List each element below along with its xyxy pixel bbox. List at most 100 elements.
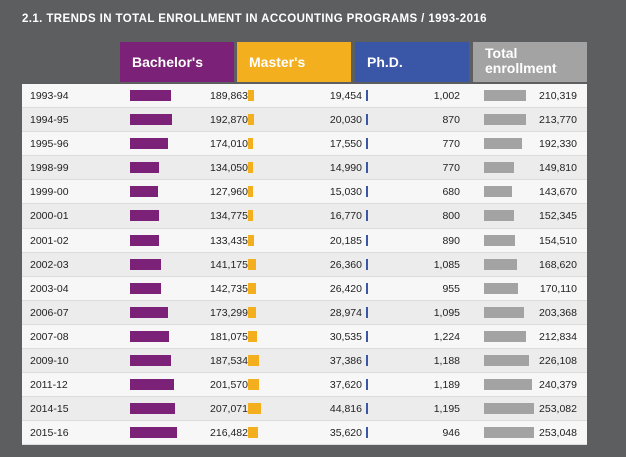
bachelors-bar: [130, 330, 170, 342]
total-value: 143,670: [539, 186, 577, 199]
bachelors-value: 216,482: [210, 427, 248, 440]
phd-value: 955: [442, 282, 460, 295]
table-row: 2014-15 207,071 44,816 1,195 253,082: [22, 397, 587, 422]
bachelors-bar: [130, 258, 161, 270]
phd-value: 1,189: [433, 379, 460, 392]
total-bar: [484, 162, 514, 174]
table-row: 1995-96 174,010 17,550 770 192,330: [22, 132, 587, 157]
phd-value: 870: [442, 114, 460, 127]
year-label: 2006-07: [30, 306, 69, 319]
phd-bar: [366, 162, 368, 174]
total-bar: [484, 282, 518, 294]
total-bar: [484, 210, 515, 222]
bachelors-bar: [130, 355, 171, 367]
masters-bar: [248, 162, 253, 174]
total-value: 253,048: [539, 427, 577, 440]
phd-value: 770: [442, 162, 460, 175]
table-row: 2007-08 181,075 30,535 1,224 212,834: [22, 325, 587, 350]
total-value: 154,510: [539, 234, 577, 247]
table-row: 1993-94 189,863 19,454 1,002 210,319: [22, 84, 587, 109]
bachelors-bar: [130, 282, 161, 294]
year-label: 2003-04: [30, 282, 69, 295]
bachelors-value: 181,075: [210, 330, 248, 343]
phd-bar: [366, 234, 368, 246]
year-label: 2001-02: [30, 234, 69, 247]
header-bachelors: Bachelor's: [120, 42, 234, 82]
total-bar: [484, 330, 526, 342]
masters-value: 19,454: [329, 90, 362, 102]
masters-value: 14,990: [329, 162, 362, 175]
bachelors-bar: [130, 162, 160, 174]
total-bar: [484, 234, 515, 246]
bachelors-value: 142,735: [210, 282, 248, 295]
masters-bar: [248, 355, 259, 367]
table-row: 1999-00 127,960 15,030 680 143,670: [22, 180, 587, 205]
phd-bar: [366, 138, 368, 150]
bachelors-bar: [130, 210, 160, 222]
total-value: 213,770: [539, 114, 577, 127]
phd-bar: [366, 258, 368, 270]
masters-bar: [248, 306, 257, 318]
year-label: 2007-08: [30, 330, 69, 343]
total-value: 152,345: [539, 210, 577, 223]
table-row: 1998-99 134,050 14,990 770 149,810: [22, 156, 587, 181]
bachelors-value: 192,870: [210, 114, 248, 127]
total-bar: [484, 306, 525, 318]
masters-bar: [248, 403, 261, 415]
year-label: 2011-12: [30, 379, 68, 392]
phd-bar: [366, 379, 368, 391]
year-label: 2002-03: [30, 258, 69, 271]
phd-value: 1,224: [433, 330, 460, 343]
phd-bar: [366, 427, 368, 439]
total-value: 253,082: [539, 403, 577, 416]
bachelors-bar: [130, 427, 177, 439]
phd-value: 680: [442, 186, 460, 199]
table-row: 2000-01 134,775 16,770 800 152,345: [22, 204, 587, 229]
phd-value: 1,195: [433, 403, 460, 416]
table-row: 2002-03 141,175 26,360 1,085 168,620: [22, 252, 587, 277]
header-phd: Ph.D.: [355, 42, 469, 82]
masters-bar: [248, 427, 259, 439]
masters-value: 26,360: [329, 258, 362, 271]
phd-value: 890: [442, 234, 460, 247]
masters-bar: [248, 282, 256, 294]
year-label: 1994-95: [30, 114, 69, 127]
year-label: 2014-15: [30, 403, 69, 416]
total-value: 149,810: [539, 162, 577, 175]
table-row: 2009-10 187,534 37,386 1,188 226,108: [22, 349, 587, 374]
year-label: 2009-10: [30, 355, 69, 368]
total-value: 170,110: [539, 282, 577, 295]
table-row: 2011-12 201,570 37,620 1,189 240,379: [22, 373, 587, 398]
masters-value: 17,550: [329, 138, 362, 151]
phd-value: 946: [442, 427, 460, 440]
bachelors-bar: [130, 403, 175, 415]
table-row: 2001-02 133,435 20,185 890 154,510: [22, 229, 587, 253]
phd-bar: [366, 90, 368, 101]
total-value: 240,379: [539, 379, 577, 392]
masters-bar: [248, 138, 254, 150]
masters-value: 15,030: [329, 186, 362, 199]
table-row: 2003-04 142,735 26,420 955 170,110: [22, 277, 587, 301]
table-row: 2015-16 216,482 35,620 946 253,048: [22, 421, 587, 446]
total-bar: [484, 186, 513, 198]
year-label: 1999-00: [30, 186, 69, 199]
phd-bar: [366, 210, 368, 222]
total-bar: [484, 427, 534, 439]
total-value: 168,620: [539, 258, 577, 271]
total-bar: [484, 355, 529, 367]
phd-bar: [366, 355, 368, 367]
masters-value: 35,620: [329, 427, 362, 440]
phd-value: 800: [442, 210, 460, 223]
masters-bar: [248, 186, 253, 198]
total-bar: [484, 138, 522, 150]
phd-value: 1,002: [433, 90, 460, 102]
header-total-enrollment: Total enrollment: [473, 42, 587, 82]
masters-value: 20,030: [329, 114, 362, 127]
total-bar: [484, 114, 527, 126]
bachelors-bar: [130, 306, 168, 318]
phd-value: 1,188: [433, 355, 460, 368]
phd-bar: [366, 282, 368, 294]
phd-value: 770: [442, 138, 460, 151]
bachelors-value: 127,960: [210, 186, 248, 199]
header-total-label: Total enrollment: [485, 45, 557, 76]
